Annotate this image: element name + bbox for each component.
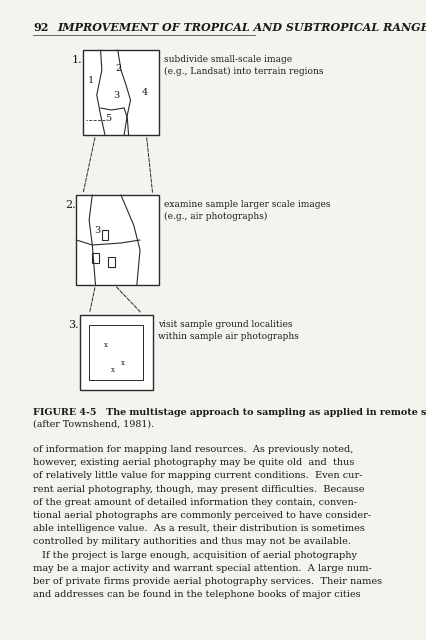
Bar bbox=[83, 50, 159, 135]
Text: may be a major activity and warrant special attention.  A large num-: may be a major activity and warrant spec… bbox=[33, 564, 371, 573]
Text: of the great amount of detailed information they contain, conven-: of the great amount of detailed informat… bbox=[33, 498, 356, 507]
Text: 3.: 3. bbox=[68, 320, 78, 330]
Text: 5: 5 bbox=[105, 113, 111, 122]
Text: able intelligence value.  As a result, their distribution is sometimes: able intelligence value. As a result, th… bbox=[33, 524, 364, 533]
Text: of relatively little value for mapping current conditions.  Even cur-: of relatively little value for mapping c… bbox=[33, 472, 362, 481]
Text: IMPROVEMENT OF TROPICAL AND SUBTROPICAL RANGELANDS: IMPROVEMENT OF TROPICAL AND SUBTROPICAL … bbox=[57, 22, 426, 33]
Text: 3: 3 bbox=[113, 90, 119, 99]
Bar bbox=[79, 315, 153, 390]
Bar bbox=[102, 230, 108, 240]
Text: 2.: 2. bbox=[65, 200, 75, 210]
Text: and addresses can be found in the telephone books of major cities: and addresses can be found in the teleph… bbox=[33, 590, 360, 599]
Bar bbox=[76, 195, 159, 285]
Text: examine sample larger scale images
(e.g., air photographs): examine sample larger scale images (e.g.… bbox=[164, 200, 330, 221]
Text: subdivide small-scale image
(e.g., Landsat) into terrain regions: subdivide small-scale image (e.g., Lands… bbox=[164, 55, 323, 76]
Text: x: x bbox=[104, 341, 108, 349]
Bar bbox=[108, 257, 114, 267]
Text: 3: 3 bbox=[94, 225, 100, 234]
Bar bbox=[92, 253, 98, 263]
Text: 2: 2 bbox=[115, 63, 122, 72]
Bar bbox=[89, 325, 143, 380]
Text: of information for mapping land resources.  As previously noted,: of information for mapping land resource… bbox=[33, 445, 353, 454]
Text: x: x bbox=[121, 359, 124, 367]
Text: ber of private firms provide aerial photography services.  Their names: ber of private firms provide aerial phot… bbox=[33, 577, 381, 586]
Text: 1.: 1. bbox=[71, 55, 82, 65]
Text: however, existing aerial photography may be quite old  and  thus: however, existing aerial photography may… bbox=[33, 458, 354, 467]
Text: If the project is large enough, acquisition of aerial photography: If the project is large enough, acquisit… bbox=[42, 550, 356, 559]
Text: FIGURE 4-5   The multistage approach to sampling as applied in remote sensing: FIGURE 4-5 The multistage approach to sa… bbox=[33, 408, 426, 417]
Text: rent aerial photography, though, may present difficulties.  Because: rent aerial photography, though, may pre… bbox=[33, 484, 364, 493]
Text: controlled by military authorities and thus may not be available.: controlled by military authorities and t… bbox=[33, 538, 350, 547]
Text: x: x bbox=[110, 366, 115, 374]
Text: 4: 4 bbox=[141, 88, 147, 97]
Text: tional aerial photographs are commonly perceived to have consider-: tional aerial photographs are commonly p… bbox=[33, 511, 370, 520]
Text: 92: 92 bbox=[33, 22, 49, 33]
Text: visit sample ground localities
within sample air photographs: visit sample ground localities within sa… bbox=[158, 320, 298, 341]
Text: (after Townshend, 1981).: (after Townshend, 1981). bbox=[33, 420, 154, 429]
Text: 1: 1 bbox=[88, 76, 94, 84]
